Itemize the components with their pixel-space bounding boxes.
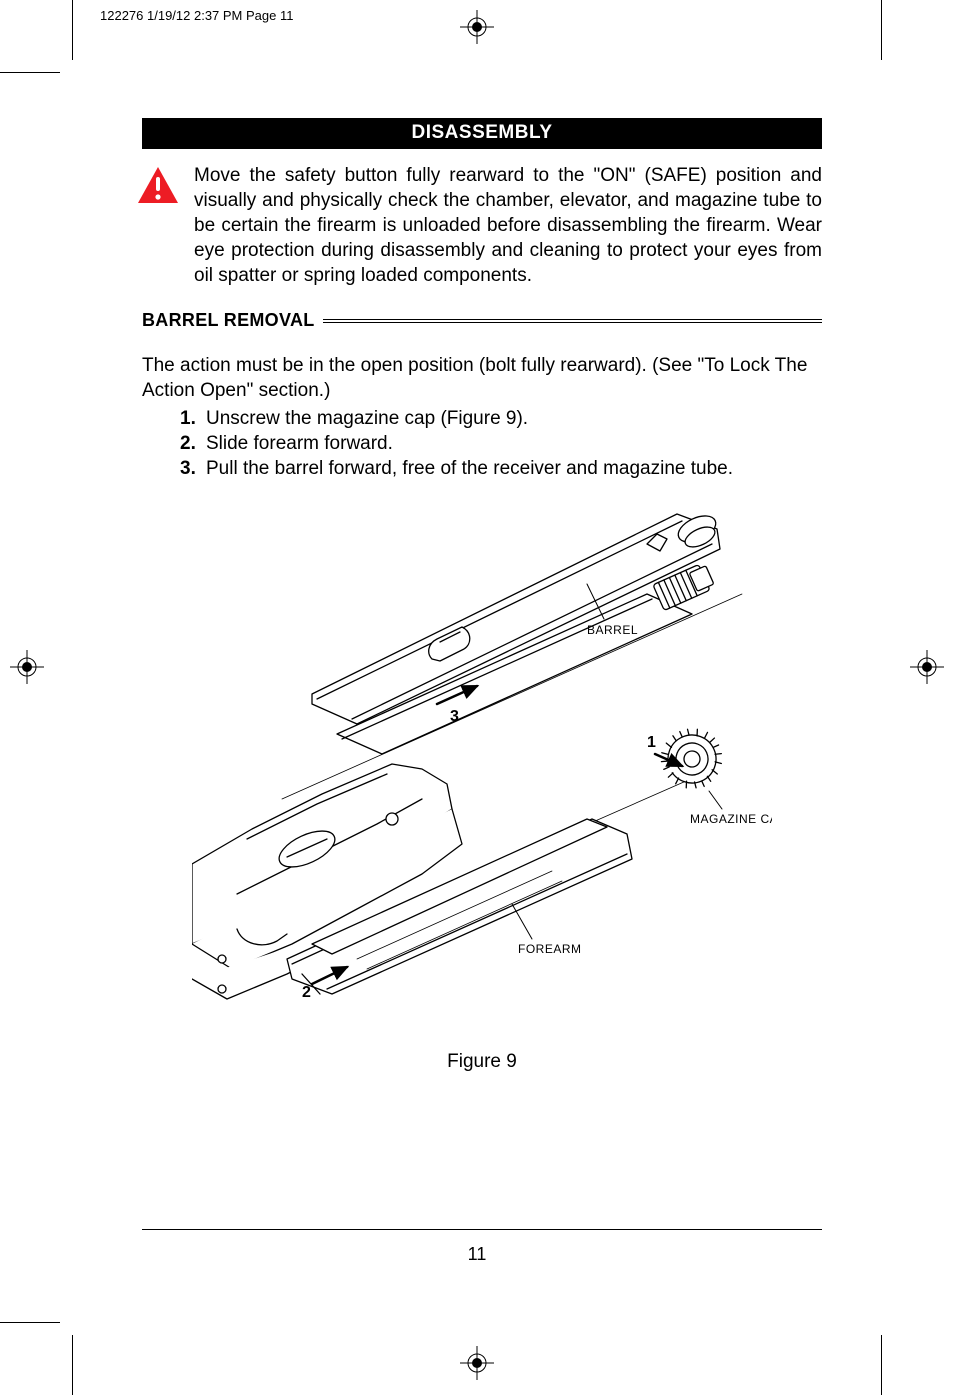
step-number: 1.	[180, 406, 206, 431]
barrel-illustration	[312, 510, 720, 753]
warning-text: Move the safety button fully rearward to…	[194, 163, 822, 288]
crop-mark	[881, 0, 882, 60]
label-forearm: FOREARM	[518, 942, 582, 956]
step-item: 3.Pull the barrel forward, free of the r…	[180, 456, 822, 481]
footer-rule	[142, 1229, 822, 1231]
rule-line	[323, 319, 822, 324]
callout-1: 1	[647, 734, 656, 751]
crop-mark	[72, 0, 73, 60]
intro-text: The action must be in the open position …	[142, 353, 822, 403]
registration-mark-icon	[910, 650, 944, 689]
step-item: 1.Unscrew the magazine cap (Figure 9).	[180, 406, 822, 431]
label-magazine-cap: MAGAZINE CAP	[690, 812, 772, 826]
label-barrel: BARREL	[587, 623, 638, 637]
step-number: 2.	[180, 431, 206, 456]
registration-mark-icon	[10, 650, 44, 689]
callout-3: 3	[450, 708, 459, 725]
warning-icon	[136, 165, 180, 205]
step-text: Pull the barrel forward, free of the rec…	[206, 456, 733, 481]
steps-list: 1.Unscrew the magazine cap (Figure 9). 2…	[180, 406, 822, 481]
figure-9: BARREL MAGAZINE CAP FOREARM 3 2 1 Figure…	[142, 499, 822, 1073]
crop-mark	[72, 1335, 73, 1395]
crop-mark	[881, 1335, 882, 1395]
registration-mark-icon	[460, 10, 494, 49]
callout-2: 2	[302, 984, 311, 1001]
crop-mark	[0, 1322, 60, 1323]
page-number: 11	[468, 1244, 487, 1265]
section-title: DISASSEMBLY	[142, 118, 822, 149]
step-number: 3.	[180, 456, 206, 481]
crop-mark	[0, 72, 60, 73]
step-text: Unscrew the magazine cap (Figure 9).	[206, 406, 528, 431]
step-item: 2.Slide forearm forward.	[180, 431, 822, 456]
figure-caption: Figure 9	[142, 1051, 822, 1073]
step-text: Slide forearm forward.	[206, 431, 393, 456]
print-header: 122276 1/19/12 2:37 PM Page 11	[100, 8, 293, 23]
subheading-barrel-removal: BARREL REMOVAL	[142, 310, 323, 331]
registration-mark-icon	[460, 1346, 494, 1385]
